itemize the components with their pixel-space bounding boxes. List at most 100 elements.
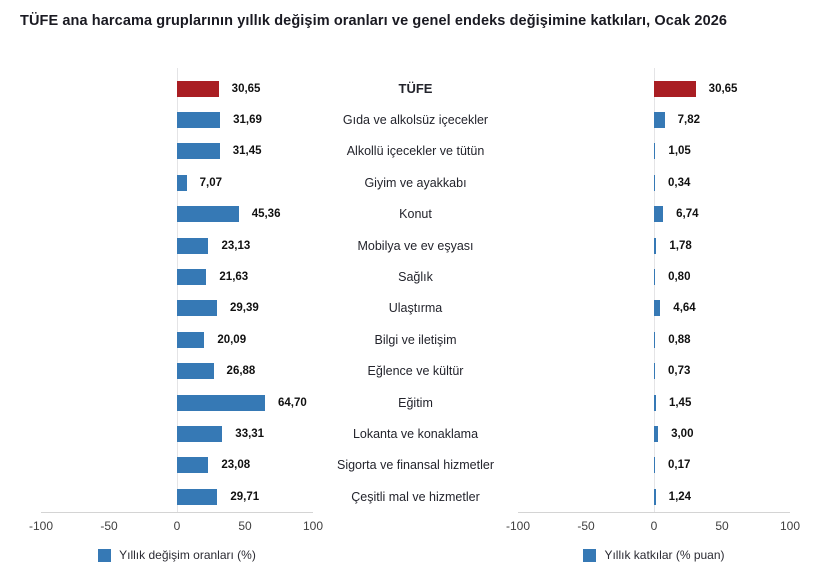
bar	[654, 394, 656, 411]
bar-value-label: 7,82	[677, 114, 701, 127]
rates-plot: 30,65 31,69 31,45 7,07 45,36 23,13 21,63 29,39 2…	[41, 68, 313, 513]
bar	[654, 363, 655, 380]
bar-value-label: 23,08	[221, 459, 251, 472]
charts-grid: 30,65 31,69 31,45 7,07 45,36 23,13 21,63 29,39 2…	[0, 68, 822, 562]
category-label: Sigorta ve finansal hizmetler	[336, 458, 495, 473]
bar-value-label: 64,70	[277, 396, 307, 409]
rates-chart: 30,65 31,69 31,45 7,07 45,36 23,13 21,63 29,39 2…	[29, 68, 323, 562]
category-label: Bilgi ve iletişim	[374, 332, 457, 347]
chart-row: 1,78	[518, 230, 790, 261]
zero-axis-line	[177, 68, 178, 512]
bar	[654, 143, 656, 160]
bar-value-label: 31,45	[232, 145, 262, 158]
bar-value-label: 4,64	[673, 302, 696, 315]
chart-row: 29,71	[41, 481, 313, 512]
bar	[177, 206, 239, 223]
contributions-chart: 30,65 7,82 1,05 0,34 6,74 1,78 0,80 4,64 0,88 0,7…	[506, 68, 800, 562]
category-label: Konut	[399, 207, 432, 222]
chart-row: 6,74	[518, 199, 790, 230]
bar	[177, 237, 209, 254]
bar-value-label: 29,39	[229, 302, 259, 315]
bar	[177, 363, 214, 380]
bar-value-label: 23,13	[221, 239, 251, 252]
bar	[177, 300, 217, 317]
zero-axis-line	[654, 68, 655, 512]
chart-row: 4,64	[518, 293, 790, 324]
x-tick-label: -100	[28, 519, 54, 533]
page-title: TÜFE ana harcama gruplarının yıllık deği…	[20, 13, 728, 29]
chart-row: 3,00	[518, 418, 790, 449]
chart-row: 21,63	[41, 261, 313, 292]
legend-swatch-icon	[98, 548, 112, 562]
chart-row: 1,24	[518, 481, 790, 512]
x-tick-label: -50	[100, 519, 118, 533]
contributions-legend: Yıllık katkılar (% puan)	[518, 548, 790, 562]
category-label: Gıda ve alkolsüz içecekler	[342, 113, 489, 128]
chart-row: 0,73	[518, 356, 790, 387]
contributions-x-axis: -100 -50 0 50 100	[506, 517, 800, 535]
bar	[177, 394, 265, 411]
bar	[654, 112, 665, 129]
chart-row: 33,31	[41, 418, 313, 449]
chart-row: 29,39	[41, 293, 313, 324]
bar-value-label: 45,36	[251, 208, 281, 221]
bar-value-label: 0,73	[668, 365, 691, 378]
bar	[654, 331, 656, 348]
chart-row: 0,80	[518, 261, 790, 292]
category-label: Eğitim	[398, 395, 433, 410]
category-label: Ulaştırma	[388, 301, 443, 316]
bar-value-label: 33,31	[235, 427, 265, 440]
chart-row: 31,69	[41, 104, 313, 135]
rates-x-axis: -100 -50 0 50 100	[29, 517, 323, 535]
category-label: Lokanta ve konaklama	[352, 426, 479, 441]
contributions-plot: 30,65 7,82 1,05 0,34 6,74 1,78 0,80 4,64 0,88 0,7…	[518, 68, 790, 513]
chart-row: 0,88	[518, 324, 790, 355]
chart-row: 7,07	[41, 167, 313, 198]
bar	[654, 206, 664, 223]
bar-value-label: 1,24	[668, 490, 692, 503]
bar	[177, 269, 207, 286]
chart-row: 31,45	[41, 136, 313, 167]
x-tick-label: 50	[238, 519, 252, 533]
bar-value-label: 31,69	[233, 114, 262, 127]
category-label: Giyim ve ayakkabı	[364, 175, 467, 190]
bar-value-label: 26,88	[226, 365, 256, 378]
category-label: Çeşitli mal ve hizmetler	[351, 489, 480, 504]
bar-value-label: 30,65	[708, 82, 738, 95]
bar	[654, 300, 661, 317]
x-tick-label: 0	[650, 519, 658, 533]
bar	[654, 80, 696, 97]
chart-row: 1,05	[518, 136, 790, 167]
bar	[177, 425, 223, 442]
category-label: TÜFE	[398, 81, 433, 97]
bar	[177, 457, 209, 474]
category-label: Mobilya ve ev eşyası	[357, 238, 474, 253]
bar-value-label: 7,07	[199, 176, 222, 189]
bar-value-label: 0,80	[668, 271, 691, 284]
bar-value-label: 6,74	[676, 208, 699, 221]
chart-row: 7,82	[518, 104, 790, 135]
chart-row: 0,34	[518, 167, 790, 198]
bar	[654, 457, 655, 474]
bar	[654, 488, 656, 505]
bar-value-label: 0,88	[668, 333, 691, 346]
category-label: Alkollü içecekler ve tütün	[346, 144, 485, 159]
bar-value-label: 21,63	[219, 271, 249, 284]
bar	[654, 425, 659, 442]
bar	[177, 112, 221, 129]
x-tick-label: 50	[715, 519, 729, 533]
chart-row: 1,45	[518, 387, 790, 418]
bar	[654, 174, 655, 191]
chart-row: 23,08	[41, 450, 313, 481]
x-tick-label: 100	[779, 519, 801, 533]
contributions-legend-label: Yıllık katkılar (% puan)	[604, 548, 725, 562]
bar	[654, 269, 656, 286]
chart-row: 23,13	[41, 230, 313, 261]
bar-value-label: 3,00	[671, 427, 694, 440]
x-tick-label: 100	[302, 519, 324, 533]
chart-row: 26,88	[41, 356, 313, 387]
x-tick-label: -50	[577, 519, 595, 533]
bar-value-label: 1,45	[668, 396, 692, 409]
bar	[177, 174, 187, 191]
